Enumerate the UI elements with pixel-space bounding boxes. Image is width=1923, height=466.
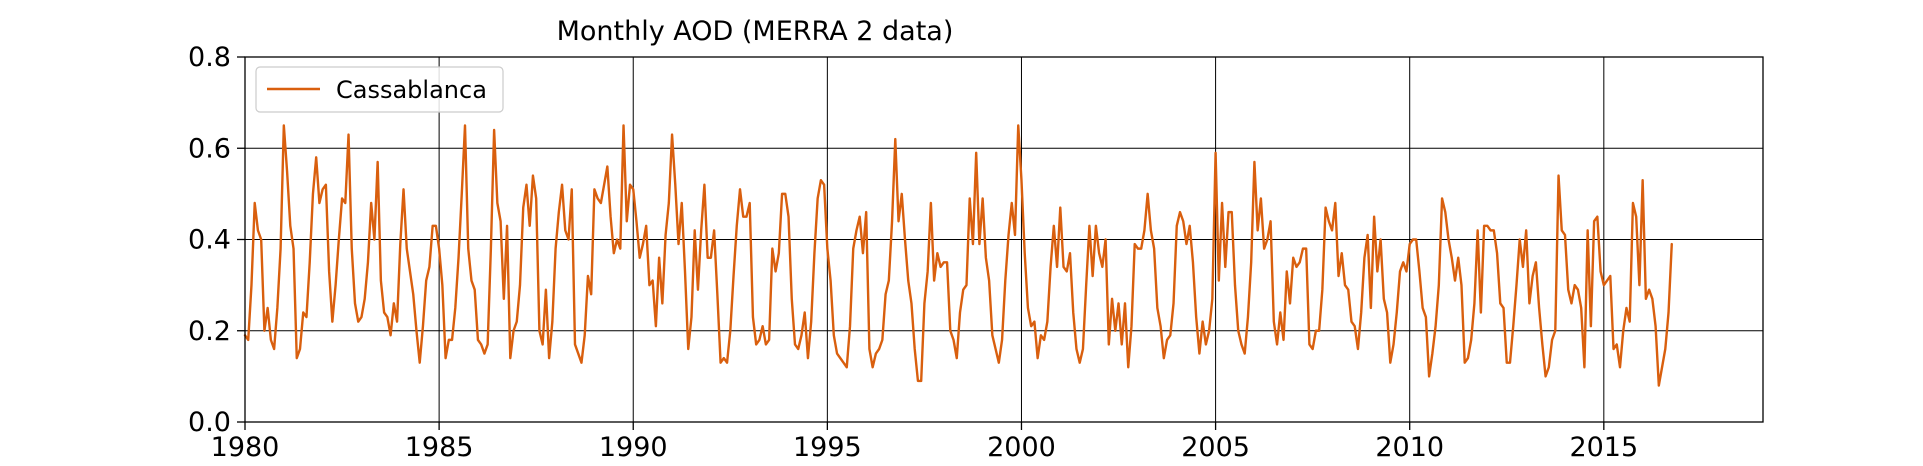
y-tick-label: 0.6	[188, 133, 231, 164]
x-tick-label: 2010	[1375, 432, 1444, 463]
x-tick-label: 1995	[793, 432, 862, 463]
y-tick-label: 0.4	[188, 225, 231, 256]
x-tick-label: 1990	[599, 432, 668, 463]
legend-box	[255, 66, 504, 113]
y-tick-label: 0.8	[188, 42, 231, 73]
chart-title: Monthly AOD (MERRA 2 data)	[557, 16, 954, 47]
y-tick-label: 0.0	[188, 407, 231, 438]
x-tick-label: 2015	[1569, 432, 1638, 463]
y-tick-label: 0.2	[188, 316, 231, 347]
legend: Cassablanca	[255, 66, 504, 113]
x-tick-label: 2000	[987, 432, 1056, 463]
x-tick-label: 1985	[405, 432, 474, 463]
axis-ticks: 1980 1985 1990 1995 2000 2005 2010 2015 0.0 0.2 0.…	[188, 42, 1638, 463]
legend-label: Cassablanca	[336, 76, 487, 104]
x-tick-label: 2005	[1181, 432, 1250, 463]
series-layer	[243, 124, 1673, 387]
x-tick-label: 1980	[211, 432, 280, 463]
series-line-cassablanca	[243, 124, 1673, 387]
